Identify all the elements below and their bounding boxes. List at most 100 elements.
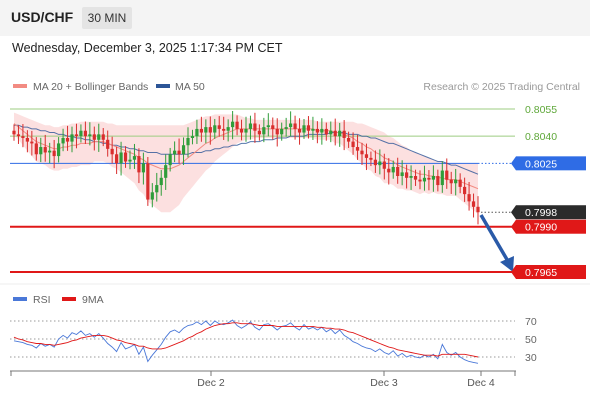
candle-body — [387, 168, 391, 173]
candle — [12, 124, 16, 141]
candle-body — [208, 127, 212, 133]
chart-header: USD/CHF 30 MIN — [0, 0, 590, 36]
candle-body — [405, 172, 409, 178]
candle — [235, 115, 239, 136]
candle — [115, 146, 119, 175]
candle-body — [360, 150, 364, 155]
candle — [280, 122, 284, 141]
candle — [61, 128, 65, 152]
chart-datetime: Wednesday, December 3, 2025 1:17:34 PM C… — [12, 41, 283, 55]
main-legend: MA 20 + Bollinger Bands MA 50 Research ©… — [13, 81, 580, 93]
candle — [253, 112, 257, 143]
candle-body — [297, 128, 302, 133]
candle-body — [329, 130, 333, 135]
candle — [106, 130, 110, 157]
candle — [146, 156, 150, 206]
candle-body — [168, 154, 172, 166]
candle-body — [199, 128, 203, 133]
candle-body — [463, 186, 467, 195]
candle — [306, 116, 311, 139]
x-axis-label-dec2: Dec 2 — [197, 377, 225, 389]
candle — [199, 116, 203, 142]
candle — [21, 124, 25, 148]
candle — [445, 158, 449, 189]
candle — [101, 128, 105, 147]
candle — [360, 142, 364, 165]
price-badge-label: 0.7990 — [525, 222, 557, 234]
candle-body — [347, 137, 351, 142]
candle-body — [231, 121, 235, 128]
candle-body — [213, 125, 217, 133]
candle — [128, 150, 132, 170]
candle — [471, 193, 476, 218]
candle — [88, 122, 92, 146]
bollinger-band-area — [14, 112, 478, 214]
candle-body — [150, 192, 154, 200]
candle — [186, 127, 190, 158]
candle-body — [106, 139, 110, 149]
candle-body — [338, 130, 342, 137]
candle — [302, 118, 306, 139]
price-badge-0.7965 — [516, 265, 586, 279]
candle-body — [21, 136, 25, 138]
timeframe-badge[interactable]: 30 MIN — [82, 7, 132, 29]
candle-body — [467, 194, 471, 202]
candle — [97, 123, 101, 152]
candle-body — [43, 147, 47, 153]
candle — [39, 137, 43, 163]
candle — [159, 170, 163, 196]
forecast-arrow-shaft — [479, 214, 511, 264]
candle-body — [454, 179, 458, 184]
candle-body — [409, 176, 413, 178]
candle-body — [266, 125, 270, 128]
rsi-level-label: 70 — [525, 316, 537, 328]
candle — [244, 116, 248, 142]
candle — [204, 119, 208, 144]
candle — [65, 125, 70, 151]
level-lines — [10, 108, 515, 273]
rsi-legend-swatch — [13, 297, 27, 301]
forecast-arrow-head — [500, 256, 514, 272]
candle — [440, 161, 444, 193]
rsi-line — [13, 319, 479, 364]
candle-body — [132, 156, 137, 160]
price-badge-label: 0.7998 — [525, 207, 557, 219]
candle — [463, 177, 467, 202]
candle — [208, 116, 212, 145]
candle-body — [12, 130, 16, 135]
candle — [181, 137, 186, 165]
candle-body — [449, 179, 453, 184]
candle-body — [364, 154, 369, 158]
candle — [418, 170, 422, 190]
candle-body — [190, 136, 195, 138]
candle-body — [186, 137, 190, 146]
candle — [164, 154, 168, 190]
candle — [173, 141, 177, 163]
x-axis-label-dec4: Dec 4 — [467, 377, 495, 389]
candle-body — [141, 163, 145, 173]
candle — [427, 170, 431, 191]
candle-body — [302, 125, 306, 133]
candle-body — [440, 170, 444, 186]
candle-body — [248, 123, 253, 129]
candle — [30, 130, 34, 156]
candle-body — [306, 125, 311, 131]
candle — [449, 171, 453, 194]
candle-body — [293, 123, 297, 129]
candle-body — [431, 176, 435, 180]
rsi-legend-label: RSI — [33, 294, 51, 306]
candle-body — [173, 150, 177, 155]
candle — [311, 116, 315, 140]
candle-body — [289, 123, 293, 128]
candle-body — [351, 141, 355, 148]
candle-body — [222, 128, 226, 131]
candle-body — [471, 201, 476, 207]
candle-body — [311, 128, 315, 131]
candle-body — [284, 127, 288, 129]
level-label: 0.8040 — [525, 131, 557, 143]
candle — [248, 115, 253, 140]
candle — [190, 129, 195, 145]
candle — [400, 160, 404, 186]
candle — [347, 131, 351, 148]
candle-body — [88, 134, 92, 137]
